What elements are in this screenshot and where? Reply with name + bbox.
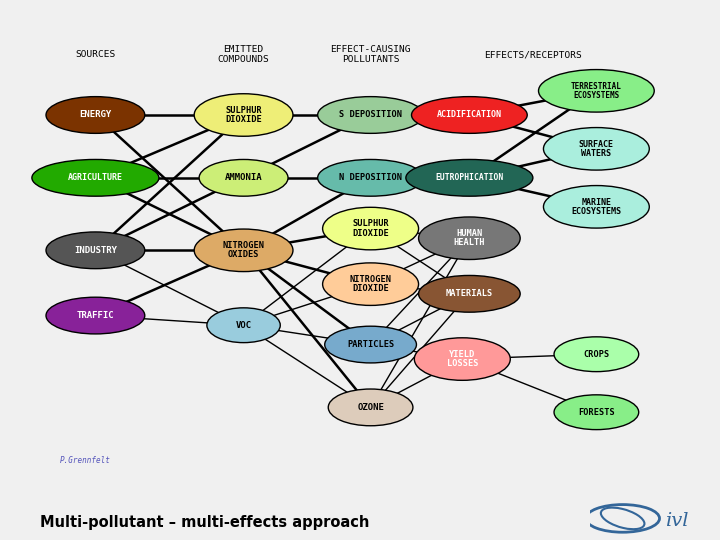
Ellipse shape [325, 326, 416, 363]
Text: INDUSTRY: INDUSTRY [74, 246, 117, 255]
Text: EUTROPHICATION: EUTROPHICATION [436, 173, 503, 183]
Ellipse shape [323, 207, 418, 250]
Ellipse shape [554, 395, 639, 430]
Ellipse shape [318, 159, 423, 196]
Text: N DEPOSITION: N DEPOSITION [339, 173, 402, 183]
Ellipse shape [32, 159, 159, 196]
Text: VOC: VOC [235, 321, 251, 330]
Ellipse shape [318, 97, 423, 133]
Ellipse shape [328, 389, 413, 426]
Ellipse shape [199, 159, 288, 196]
Ellipse shape [539, 70, 654, 112]
Ellipse shape [544, 127, 649, 170]
Text: AMMONIA: AMMONIA [225, 173, 262, 183]
Text: PARTICLES: PARTICLES [347, 340, 395, 349]
Ellipse shape [207, 308, 280, 342]
Text: SULPHUR
DIOXIDE: SULPHUR DIOXIDE [225, 106, 262, 124]
Text: S DEPOSITION: S DEPOSITION [339, 111, 402, 119]
Text: YIELD
LOSSES: YIELD LOSSES [446, 350, 478, 368]
Ellipse shape [554, 337, 639, 372]
Ellipse shape [418, 275, 520, 312]
Text: HUMAN
HEALTH: HUMAN HEALTH [454, 229, 485, 247]
Text: MATERIALS: MATERIALS [446, 289, 493, 298]
Text: ACIDIFICATION: ACIDIFICATION [437, 111, 502, 119]
Text: SULPHUR
DIOXIDE: SULPHUR DIOXIDE [352, 219, 389, 238]
Text: TERRESTRIAL
ECOSYSTEMS: TERRESTRIAL ECOSYSTEMS [571, 82, 622, 100]
Ellipse shape [46, 232, 145, 269]
Text: NITROGEN
DIOXIDE: NITROGEN DIOXIDE [350, 275, 392, 293]
Text: MARINE
ECOSYSTEMS: MARINE ECOSYSTEMS [572, 198, 621, 216]
Text: FORESTS: FORESTS [578, 408, 615, 417]
Ellipse shape [323, 263, 418, 306]
Text: EFFECTS/RECEPTORS: EFFECTS/RECEPTORS [484, 50, 582, 59]
Ellipse shape [406, 159, 533, 196]
Ellipse shape [194, 229, 293, 272]
Text: ivl: ivl [665, 511, 689, 530]
Text: SURFACE
WATERS: SURFACE WATERS [579, 140, 614, 158]
Text: NITROGEN
OXIDES: NITROGEN OXIDES [222, 241, 264, 260]
Ellipse shape [46, 97, 145, 133]
Text: CROPS: CROPS [583, 350, 610, 359]
Text: AGRICULTURE: AGRICULTURE [68, 173, 123, 183]
Ellipse shape [46, 297, 145, 334]
Text: ENERGY: ENERGY [79, 111, 112, 119]
Ellipse shape [194, 94, 293, 136]
Text: P.Grennfelt: P.Grennfelt [60, 456, 111, 465]
Text: TRAFFIC: TRAFFIC [76, 311, 114, 320]
Text: Multi-pollutant – multi-effects approach: Multi-pollutant – multi-effects approach [40, 515, 369, 530]
Text: SOURCES: SOURCES [76, 50, 115, 59]
Text: EMITTED
COMPOUNDS: EMITTED COMPOUNDS [217, 45, 269, 64]
Ellipse shape [412, 97, 527, 133]
Text: EFFECT-CAUSING
POLLUTANTS: EFFECT-CAUSING POLLUTANTS [330, 45, 411, 64]
Ellipse shape [544, 186, 649, 228]
Ellipse shape [418, 217, 520, 260]
Ellipse shape [414, 338, 510, 380]
Text: OZONE: OZONE [357, 403, 384, 412]
